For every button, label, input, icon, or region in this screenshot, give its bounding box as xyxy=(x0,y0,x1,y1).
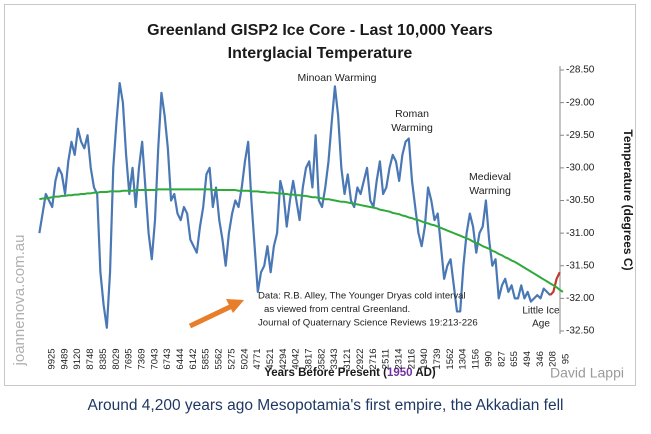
x-axis-title-part: Years Before Present ( xyxy=(264,367,387,379)
x-tick-label: 346 xyxy=(535,351,546,367)
y-tick-label: -29.50 xyxy=(566,130,595,141)
annotation: Warming xyxy=(469,185,511,197)
x-tick-label: 4521 xyxy=(265,348,276,369)
y-tick-label: -32.00 xyxy=(566,293,595,304)
x-tick-label: 95 xyxy=(561,354,572,365)
x-tick-label: 7043 xyxy=(149,348,160,369)
x-tick-label: 4294 xyxy=(278,348,289,369)
x-tick-label: 6444 xyxy=(175,348,186,369)
annotation: Minoan Warming xyxy=(298,72,377,84)
chart: Greenland GISP2 Ice Core - Last 10,000 Y… xyxy=(4,4,636,386)
x-tick-label: 5855 xyxy=(201,348,212,369)
series-line xyxy=(39,188,564,293)
annotation: Medieval xyxy=(469,171,511,183)
x-tick-label: 9120 xyxy=(72,348,83,369)
x-tick-label: 3582 xyxy=(316,348,327,369)
x-tick-label: 2716 xyxy=(368,348,379,369)
y-tick-label: -29.00 xyxy=(566,97,595,108)
caption: Around 4,200 years ago Mesopotamia's fir… xyxy=(87,397,564,414)
x-tick-label: 6743 xyxy=(162,348,173,369)
x-tick-label: 2116 xyxy=(406,349,417,369)
x-axis-title-part: AD) xyxy=(413,367,436,379)
x-tick-label: 8029 xyxy=(111,348,122,369)
credit: David Lappi xyxy=(550,365,624,381)
x-tick-label: 7695 xyxy=(124,348,135,369)
x-tick-label: 4042 xyxy=(291,348,302,369)
series-line xyxy=(38,81,551,329)
annotation: Warming xyxy=(391,122,433,134)
x-tick-label: 2314 xyxy=(393,348,404,369)
x-tick-label: 3121 xyxy=(342,348,353,369)
annotation: Data: R.B. Alley, The Younger Dryas cold… xyxy=(258,291,466,302)
x-tick-label: 1940 xyxy=(419,348,430,369)
x-tick-label: 3343 xyxy=(329,348,340,369)
y-tick-label: -30.00 xyxy=(566,163,595,174)
x-tick-label: 827 xyxy=(496,351,507,367)
x-tick-label: 5562 xyxy=(214,348,225,369)
y-tick-label: -31.50 xyxy=(566,260,595,271)
x-tick-label: 494 xyxy=(522,351,533,367)
x-tick-label: 8748 xyxy=(85,348,96,369)
watermark: joannenova.com.au xyxy=(11,235,28,367)
y-tick-label: -31.00 xyxy=(566,228,595,239)
y-tick-label: -32.50 xyxy=(566,326,595,337)
x-axis-title-part: 1950 xyxy=(387,367,413,379)
x-tick-label: 1156 xyxy=(471,349,482,369)
y-tick-label: -28.50 xyxy=(566,65,595,76)
chart-title: Greenland GISP2 Ice Core - Last 10,000 Y… xyxy=(147,22,493,39)
x-axis-title: Years Before Present (1950 AD) xyxy=(264,367,436,379)
x-tick-label: 5024 xyxy=(239,348,250,369)
x-tick-label: 7369 xyxy=(136,348,147,369)
x-tick-label: 4771 xyxy=(252,348,263,369)
x-tick-label: 1304 xyxy=(458,348,469,369)
arrow-head xyxy=(226,299,244,313)
annotation: Little Ice xyxy=(522,306,560,317)
x-tick-label: 8385 xyxy=(98,348,109,369)
x-tick-label: 208 xyxy=(548,351,559,367)
x-tick-label: 655 xyxy=(509,351,520,367)
y-tick-label: -30.50 xyxy=(566,195,595,206)
annotation: Roman xyxy=(395,108,429,120)
x-tick-label: 9925 xyxy=(47,348,58,369)
annotation: as viewed from central Greenland. xyxy=(264,304,410,315)
x-tick-label: 1739 xyxy=(432,348,443,369)
annotation: Age xyxy=(532,319,550,330)
y-axis-title: Temperature (degrees C) xyxy=(621,129,635,270)
x-tick-label: 5275 xyxy=(226,348,237,369)
x-tick-label: 990 xyxy=(483,351,494,367)
chart-frame xyxy=(4,4,636,386)
annotation: Journal of Quaternary Science Reviews 19… xyxy=(258,318,478,329)
x-tick-label: 3817 xyxy=(304,348,315,369)
x-tick-label: 2511 xyxy=(381,349,392,369)
x-tick-label: 2922 xyxy=(355,348,366,369)
x-tick-label: 1562 xyxy=(445,348,456,369)
x-tick-label: 6142 xyxy=(188,348,199,369)
x-tick-label: 9489 xyxy=(59,348,70,369)
arrow-shaft xyxy=(188,303,234,329)
chart-title: Interglacial Temperature xyxy=(228,45,413,62)
